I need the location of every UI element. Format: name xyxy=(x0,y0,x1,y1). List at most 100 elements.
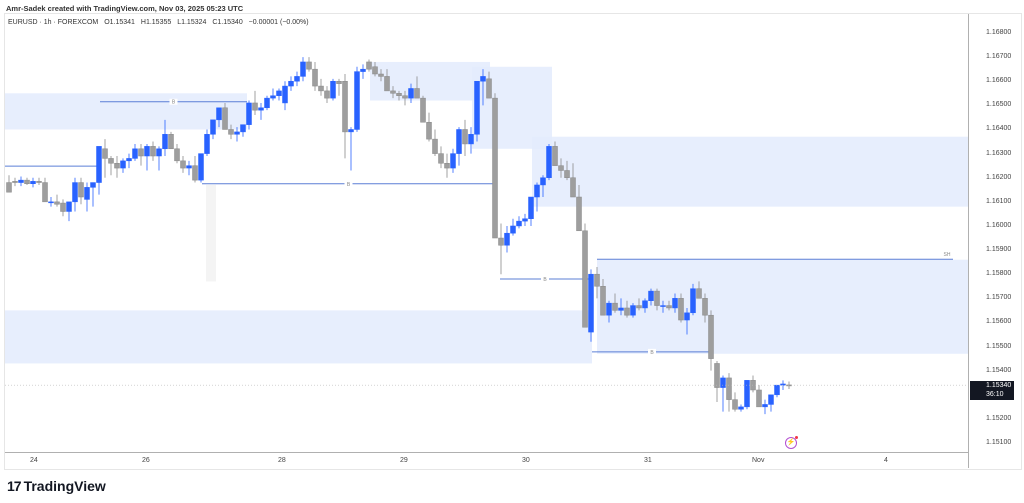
candle xyxy=(768,394,774,405)
price-axis[interactable] xyxy=(968,14,969,468)
candle xyxy=(486,78,492,99)
time-tick: 29 xyxy=(400,457,408,464)
candle xyxy=(504,232,510,246)
candle xyxy=(234,131,240,135)
candle xyxy=(774,384,780,396)
candle xyxy=(126,158,132,162)
price-tick: 1.16000 xyxy=(986,221,1012,229)
candle xyxy=(408,88,414,99)
candle xyxy=(576,196,582,232)
candle xyxy=(60,202,66,212)
candle xyxy=(102,148,108,159)
candle xyxy=(684,312,690,321)
price-tick: 1.15200 xyxy=(986,414,1012,422)
candle xyxy=(6,182,12,193)
candle xyxy=(246,102,252,125)
low-value: L1.15324 xyxy=(177,19,207,26)
candle xyxy=(720,377,726,388)
candle xyxy=(546,146,552,178)
price-tick: 1.16100 xyxy=(986,197,1012,205)
candle xyxy=(36,181,42,183)
candle xyxy=(120,160,126,169)
level-label: B xyxy=(347,182,351,188)
candle xyxy=(252,102,258,111)
candle xyxy=(414,88,420,99)
time-axis[interactable] xyxy=(5,452,968,453)
candle xyxy=(690,288,696,314)
tradingview-logo-icon: 17 xyxy=(7,478,22,494)
candle xyxy=(588,273,594,333)
candle xyxy=(462,129,468,145)
candle xyxy=(444,162,450,169)
candle xyxy=(54,201,60,205)
candle xyxy=(24,179,30,185)
high-value: H1.15355 xyxy=(140,19,172,26)
supply-demand-zone[interactable] xyxy=(370,61,490,101)
candle xyxy=(360,68,366,72)
candle xyxy=(624,307,630,316)
level-label: B xyxy=(543,277,547,283)
lightning-icon[interactable]: ⚡ xyxy=(785,436,798,449)
symbol-title[interactable]: EURUSD · 1h · FOREXCOM xyxy=(8,19,99,26)
price-tick: 1.15500 xyxy=(986,342,1012,350)
time-tick: Nov xyxy=(752,457,765,464)
candle xyxy=(540,177,546,186)
close-value: C1.15340 xyxy=(212,19,243,26)
time-tick: 31 xyxy=(644,457,652,464)
candle xyxy=(48,201,54,204)
candle xyxy=(510,225,516,234)
candle xyxy=(636,305,642,309)
candle xyxy=(426,121,432,140)
level-label: SH xyxy=(944,252,951,258)
candle xyxy=(390,90,396,94)
candle xyxy=(138,148,144,157)
price-tick: 1.16800 xyxy=(986,29,1012,36)
candle xyxy=(336,80,342,84)
candle xyxy=(132,148,138,159)
supply-demand-zone[interactable] xyxy=(532,136,968,207)
fib-50-marker xyxy=(206,184,216,282)
candle xyxy=(192,165,198,181)
candle xyxy=(198,153,204,181)
candle xyxy=(450,153,456,169)
supply-demand-zone[interactable] xyxy=(5,93,247,130)
candle xyxy=(480,76,486,82)
price-tick: 1.16400 xyxy=(986,125,1012,133)
chart-frame xyxy=(4,13,1022,470)
time-tick: 30 xyxy=(522,457,530,464)
candle xyxy=(66,201,72,212)
candle xyxy=(630,305,636,316)
symbol-legend: EURUSD · 1h · FOREXCOM O1.15341 H1.15355… xyxy=(8,19,313,26)
price-tick: 1.15700 xyxy=(986,294,1012,302)
supply-demand-zone[interactable] xyxy=(5,310,592,364)
candle xyxy=(744,380,750,408)
candle xyxy=(600,286,606,316)
candle xyxy=(210,119,216,135)
candle xyxy=(174,148,180,162)
candle xyxy=(708,314,714,359)
candle xyxy=(78,182,84,198)
time-tick: 4 xyxy=(884,457,888,464)
candle xyxy=(648,290,654,301)
price-tick: 1.15800 xyxy=(986,270,1012,278)
candle xyxy=(732,399,738,410)
brand-name: TradingView xyxy=(23,478,106,494)
candle xyxy=(42,182,48,203)
candle xyxy=(144,146,150,157)
tradingview-brand: 17 TradingView xyxy=(7,478,106,494)
candle xyxy=(72,182,78,203)
price-tick: 1.15100 xyxy=(986,439,1012,447)
candle xyxy=(318,85,324,92)
candle xyxy=(228,129,234,135)
candle xyxy=(696,288,702,299)
candle xyxy=(342,80,348,133)
candle xyxy=(348,129,354,133)
chart-credit: Amr-Sadek created with TradingView.com, … xyxy=(6,4,244,13)
candle xyxy=(762,404,768,408)
candle xyxy=(18,179,24,183)
supply-demand-zone[interactable] xyxy=(597,259,968,354)
open-value: O1.15341 xyxy=(104,19,135,26)
candle xyxy=(12,181,18,183)
candle xyxy=(570,177,576,198)
